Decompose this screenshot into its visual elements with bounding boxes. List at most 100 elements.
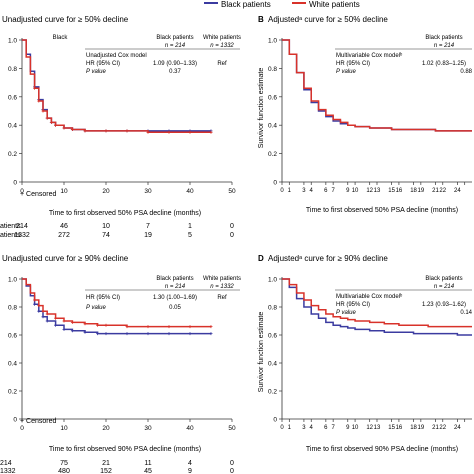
x-tick-label: 6 xyxy=(324,188,328,194)
y-tick-label: 1.0 xyxy=(268,277,277,284)
x-tick-label: 4 xyxy=(310,188,314,194)
panel-c-p-value: 0.05 xyxy=(169,305,181,311)
x-tick-label: 0 xyxy=(280,188,284,194)
x-tick-label: 1 xyxy=(288,425,292,431)
panel-a-n-white: n = 1332 xyxy=(210,43,234,49)
y-tick-label: 0.2 xyxy=(268,151,277,158)
white-patients-curve xyxy=(22,39,211,134)
panel-c-risk-label-black: 214 xyxy=(0,460,12,467)
censor-mark xyxy=(45,312,49,316)
censor-mark xyxy=(83,322,87,326)
censor-mark xyxy=(188,325,192,329)
y-tick-label: 0.4 xyxy=(8,123,17,130)
censor-mark xyxy=(146,325,150,329)
x-tick-label: 20 xyxy=(102,188,110,195)
panel-b-header-black: Black patients xyxy=(425,35,462,41)
panel-a-xlabel: Time to first observed 50% PSA decline (… xyxy=(49,210,201,217)
censor-mark xyxy=(33,302,37,306)
risk-table-cell: 46 xyxy=(60,223,68,230)
y-tick-label: 1.0 xyxy=(8,38,17,45)
panel-b-hr-black: 1.02 (0.83–1.25) xyxy=(422,61,466,67)
risk-table-cell: 4 xyxy=(188,460,192,467)
x-tick-label: 30 xyxy=(144,425,152,432)
panel-b-ylabel: Survivor function estimate xyxy=(258,68,265,149)
legend-black-label: Black patients xyxy=(221,0,271,9)
panel-c-n-black: n = 214 xyxy=(165,284,186,290)
risk-table-cell: 75 xyxy=(60,460,68,467)
panel-c-header-black: Black patients xyxy=(156,276,193,282)
x-tick-label: 7 xyxy=(331,188,335,194)
panel-b-p-label: P value xyxy=(336,69,356,75)
risk-table-cell: 0 xyxy=(230,468,234,474)
censor-mark xyxy=(167,130,171,134)
x-tick-label: 24 xyxy=(454,188,461,194)
x-tick-label: 1 xyxy=(288,188,292,194)
panel-c: Unadjusted curve for ≥ 90% decline 1.0 0.… xyxy=(0,254,241,474)
x-tick-label: 19 xyxy=(418,188,425,194)
panel-d-hr-label: HR (95% CI) xyxy=(336,302,370,308)
y-tick-label: 0.4 xyxy=(8,361,17,368)
censor-mark xyxy=(70,329,74,333)
panel-c-risk-table: 75 21 11 4 0 480 152 45 9 0 xyxy=(58,460,234,474)
x-tick-label: 3 xyxy=(302,188,306,194)
risk-table-cell: 11 xyxy=(144,460,151,467)
y-tick-label: 0.2 xyxy=(268,389,277,396)
panel-b: B Adjustedᵃ curve for ≥ 50% decline Surv… xyxy=(258,15,473,214)
x-tick-label: 0 xyxy=(20,188,24,195)
panel-a-n-black: n = 214 xyxy=(165,43,186,49)
y-tick-label: 0 xyxy=(13,417,17,424)
risk-table-cell: 214 xyxy=(16,223,28,230)
y-tick-label: 0.8 xyxy=(268,305,277,312)
panel-a-risk-label-white: atients xyxy=(0,232,21,239)
panel-c-header-white: White patients xyxy=(203,276,241,282)
x-tick-label: 50 xyxy=(228,188,236,195)
censor-mark xyxy=(33,298,37,302)
x-tick-label: 16 xyxy=(396,425,403,431)
panel-a-header-black: Black patients xyxy=(156,35,193,41)
censor-mark xyxy=(54,316,58,320)
legend-white-label: White patients xyxy=(309,0,360,9)
x-tick-label: 10 xyxy=(352,425,359,431)
risk-table-cell: 0 xyxy=(230,460,234,467)
panel-b-hr-label: HR (95% CI) xyxy=(336,61,370,67)
x-tick-label: 9 xyxy=(346,425,350,431)
panel-b-p-value: 0.88 xyxy=(460,69,472,75)
censor-mark xyxy=(62,126,66,130)
x-tick-label: 22 xyxy=(439,425,446,431)
censor-mark xyxy=(104,129,108,133)
panel-b-model-label: Multivariable Cox modelᵇ xyxy=(336,52,403,59)
x-tick-label: 50 xyxy=(228,425,236,432)
censor-mark xyxy=(125,129,129,133)
panel-c-axes: 1.0 0.8 0.6 0.4 0.2 00 10 20 30 40 50 xyxy=(8,277,236,433)
panel-c-n-white: n = 1332 xyxy=(210,284,234,290)
risk-table-cell: 480 xyxy=(58,468,70,474)
censor-mark xyxy=(70,320,74,324)
censor-mark xyxy=(83,330,87,334)
panel-c-xlabel: Time to first observed 90% PSA decline (… xyxy=(49,446,201,453)
censor-mark xyxy=(209,130,213,134)
censor-mark xyxy=(104,332,108,336)
censor-mark xyxy=(70,127,74,131)
censor-mark xyxy=(37,309,41,313)
censor-mark xyxy=(33,86,37,90)
risk-table-cell: 7 xyxy=(146,223,150,230)
censor-mark xyxy=(54,123,58,127)
risk-table-cell: 21 xyxy=(102,460,110,467)
panel-c-curves xyxy=(22,278,213,336)
y-tick-label: 0 xyxy=(273,417,277,424)
x-tick-label: 15 xyxy=(388,188,395,194)
censor-mark xyxy=(209,325,213,329)
panel-a-model-label: Unadjusted Cox model xyxy=(86,53,147,59)
x-tick-label: 10 xyxy=(60,188,68,195)
x-tick-label: 24 xyxy=(454,425,461,431)
y-tick-label: 0.8 xyxy=(268,66,277,73)
white-patients-curve xyxy=(282,278,472,328)
y-tick-label: 0 xyxy=(273,180,277,187)
panel-a-p-value: 0.37 xyxy=(169,69,181,75)
censor-mark xyxy=(125,325,129,329)
panel-b-letter: B xyxy=(258,15,264,24)
panel-a: Unadjusted curve for ≥ 50% decline 1.0 0.… xyxy=(0,15,241,239)
x-tick-label: 0 xyxy=(280,425,284,431)
risk-table-cell: 0 xyxy=(230,223,234,230)
y-tick-label: 0.4 xyxy=(268,361,277,368)
